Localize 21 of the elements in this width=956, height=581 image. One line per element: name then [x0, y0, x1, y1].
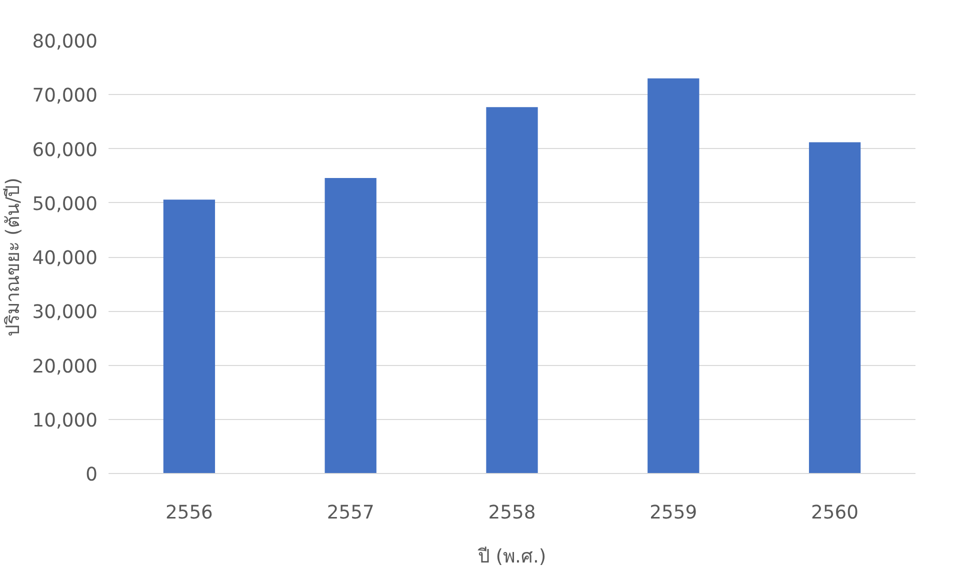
x-tick-label: 2557 [326, 502, 374, 524]
x-tick-label: 2559 [650, 502, 698, 524]
bar [486, 107, 538, 474]
x-tick-label: 2560 [811, 502, 859, 524]
bar [324, 178, 376, 474]
y-tick-label: 10,000 [32, 410, 98, 432]
y-tick-label: 50,000 [32, 194, 98, 215]
bar [808, 142, 861, 474]
x-axis-title: ปี (พ.ศ.) [476, 546, 546, 568]
x-tick-label: 2556 [165, 502, 213, 524]
bar [163, 200, 216, 474]
y-tick-label: 20,000 [32, 356, 98, 378]
y-tick-label: 40,000 [32, 248, 98, 269]
x-tick-label: 2558 [488, 502, 536, 524]
y-tick-label: 70,000 [32, 86, 98, 107]
y-axis-title: ปริมาณขยะ (ตัน/ปี) [3, 178, 24, 336]
y-tick-label: 0 [86, 464, 98, 486]
bar [648, 78, 700, 474]
y-tick-label: 30,000 [32, 302, 98, 324]
y-tick-label: 80,000 [32, 32, 98, 52]
y-tick-label: 60,000 [32, 140, 98, 161]
